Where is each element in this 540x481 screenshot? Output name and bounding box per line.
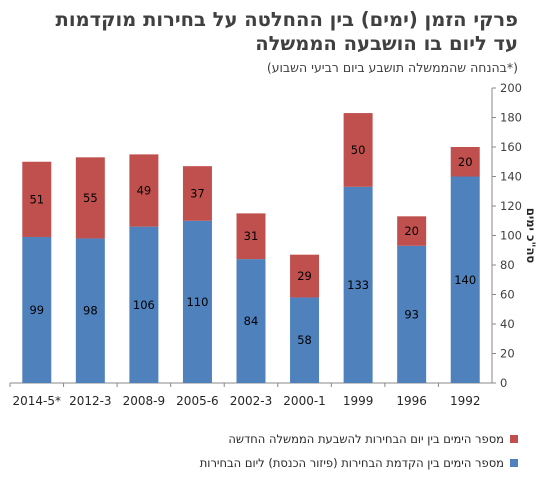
x-tick-label: 2005-6 — [176, 394, 219, 408]
y-tick-label: 200 — [500, 81, 522, 95]
bar-red — [290, 254, 320, 298]
y-tick-label: 80 — [500, 258, 515, 272]
x-tick-label: 1999 — [343, 394, 374, 408]
data-label-red: 20 — [404, 224, 419, 238]
data-label-red: 37 — [190, 186, 205, 200]
data-label-red: 20 — [458, 155, 473, 169]
y-tick-label: 40 — [500, 317, 515, 331]
bar-blue — [129, 226, 159, 383]
data-label-red: 49 — [137, 184, 152, 198]
y-tick-label: 100 — [500, 229, 522, 243]
bar-red — [182, 166, 212, 221]
data-label-blue: 58 — [297, 333, 312, 347]
data-label-blue: 84 — [244, 314, 259, 328]
data-label-blue: 133 — [347, 278, 369, 292]
x-tick-label: 1992 — [450, 394, 481, 408]
y-axis-title: סה"כ ימים — [524, 208, 538, 264]
chart-title-line1: פרקי הזמן (ימים) בין ההחלטה על בחירות מו… — [55, 8, 518, 31]
legend-swatch-red — [510, 435, 518, 443]
bar-blue — [75, 238, 105, 383]
bar-blue — [182, 220, 212, 383]
x-tick-label: 1996 — [396, 394, 427, 408]
bar-blue — [343, 186, 373, 383]
y-tick-label: 60 — [500, 288, 515, 302]
bar-blue — [290, 297, 320, 383]
y-tick-label: 160 — [500, 140, 522, 154]
chart-title-line2: עד ליום בו הושבעה הממשלה — [255, 32, 518, 55]
data-label-blue: 110 — [186, 295, 208, 309]
bar-blue — [236, 259, 266, 383]
y-tick-label: 20 — [500, 347, 515, 361]
data-label-red: 51 — [29, 192, 44, 206]
data-label-blue: 98 — [83, 304, 98, 318]
x-tick-label: 2014-5* — [13, 394, 62, 408]
bar-blue — [22, 236, 52, 383]
legend-item-red: מספר הימים בין יום הבחירות להשבעת הממשלה… — [78, 432, 518, 446]
y-tick-label: 140 — [500, 170, 522, 184]
bar-red — [450, 147, 480, 177]
data-label-red: 31 — [244, 229, 259, 243]
x-tick-label: 2008-9 — [123, 394, 166, 408]
legend-label-blue: מספר הימים בין הקדמת הבחירות (פיזור הכנס… — [199, 456, 504, 470]
chart-subtitle: (*בהנחה שהממשלה תושבע ביום רביעי השבוע) — [266, 60, 518, 75]
x-tick-label: 2002-3 — [230, 394, 273, 408]
stacked-bar-chart: 0 20 40 60 80 100 120 140 160 180 200 סה"כ ימים 99 51… — [9, 81, 538, 408]
data-label-blue: 140 — [454, 273, 476, 287]
bar-red — [397, 216, 427, 246]
bar-blue — [450, 176, 480, 383]
y-tick-label: 180 — [500, 111, 522, 125]
bar-red — [22, 161, 52, 237]
bar-red — [129, 154, 159, 227]
legend-swatch-blue — [510, 459, 518, 467]
data-label-red: 50 — [351, 143, 366, 157]
y-tick-label: 120 — [500, 199, 522, 213]
bar-blue — [397, 245, 427, 383]
data-label-blue: 93 — [404, 307, 419, 321]
data-label-red: 29 — [297, 269, 312, 283]
x-tick-label: 2012-3 — [69, 394, 112, 408]
y-tick-label: 0 — [500, 376, 507, 390]
data-label-blue: 99 — [29, 303, 44, 317]
bar-red — [343, 113, 373, 187]
bar-red — [75, 157, 105, 239]
bar-red — [236, 213, 266, 260]
legend-label-red: מספר הימים בין יום הבחירות להשבעת הממשלה… — [228, 432, 504, 446]
legend-item-blue: מספר הימים בין הקדמת הבחירות (פיזור הכנס… — [78, 456, 518, 470]
x-tick-label: 2000-1 — [283, 394, 326, 408]
data-label-red: 55 — [83, 191, 98, 205]
data-label-blue: 106 — [133, 298, 155, 312]
chart-title: פרקי הזמן (ימים) בין ההחלטה על בחירות מו… — [18, 8, 518, 56]
